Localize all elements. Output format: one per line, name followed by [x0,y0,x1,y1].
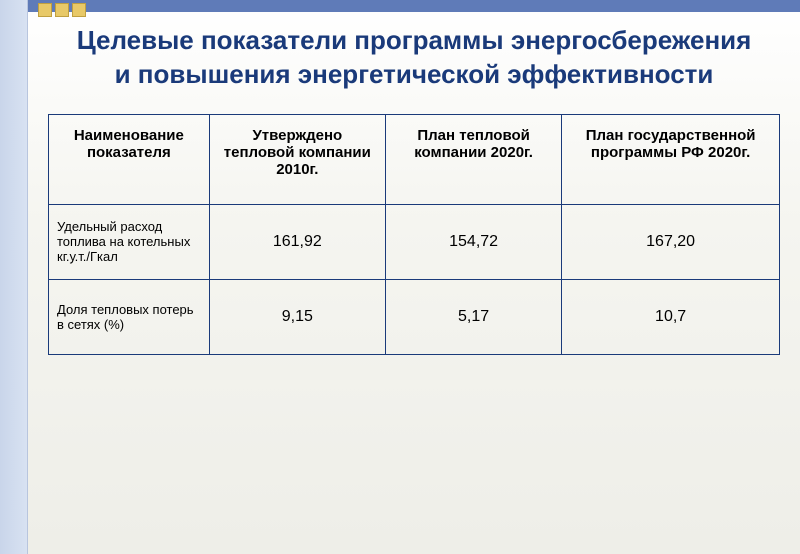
table-header-cell: Утверждено тепловой компании 2010г. [209,114,385,204]
table-row-label: Доля тепловых потерь в сетях (%) [49,279,210,354]
table-cell: 9,15 [209,279,385,354]
table-header-cell: План тепловой компании 2020г. [385,114,561,204]
corner-decorative-squares [38,3,86,17]
table-header-cell: Наименование показателя [49,114,210,204]
corner-square-icon [55,3,69,17]
left-decorative-stripe [0,0,28,554]
corner-square-icon [38,3,52,17]
table-header-cell: План государственной программы РФ 2020г. [562,114,780,204]
table-cell: 10,7 [562,279,780,354]
table-cell: 5,17 [385,279,561,354]
table-cell: 154,72 [385,204,561,279]
top-decorative-band [28,0,800,12]
table-row: Удельный расход топлива на котельных кг.… [49,204,780,279]
table-header-row: Наименование показателя Утверждено тепло… [49,114,780,204]
table-row: Доля тепловых потерь в сетях (%) 9,15 5,… [49,279,780,354]
table-cell: 167,20 [562,204,780,279]
table-row-label: Удельный расход топлива на котельных кг.… [49,204,210,279]
slide-title: Целевые показатели программы энергосбере… [48,24,780,92]
indicators-table: Наименование показателя Утверждено тепло… [48,114,780,355]
table-cell: 161,92 [209,204,385,279]
corner-square-icon [72,3,86,17]
slide-content: Целевые показатели программы энергосбере… [48,24,780,355]
